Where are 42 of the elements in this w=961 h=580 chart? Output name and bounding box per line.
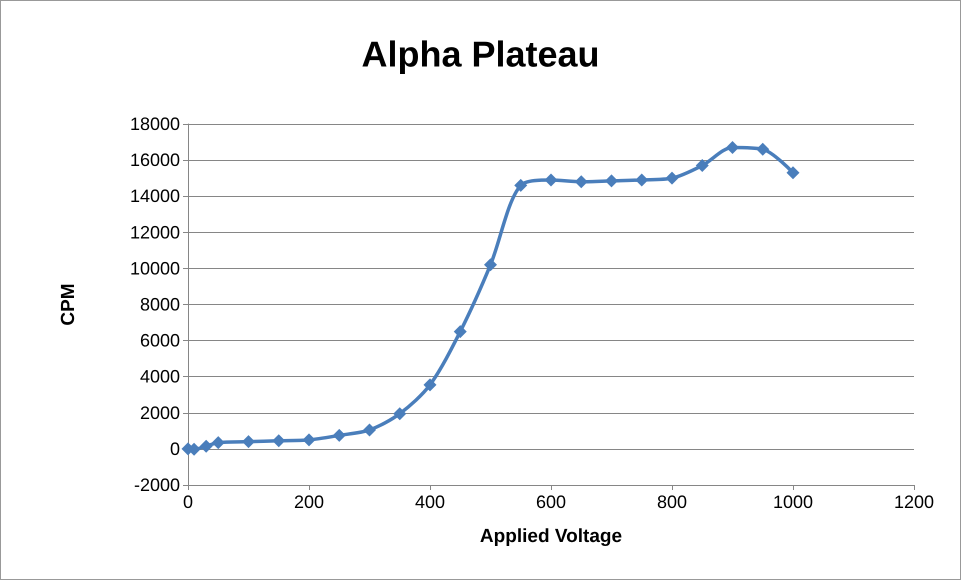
point — [605, 174, 618, 188]
y-tick-label: 6000 — [140, 330, 180, 351]
point — [726, 140, 739, 154]
x-tick-label: 200 — [294, 492, 324, 512]
point — [302, 433, 316, 446]
x-tick-label: 1200 — [894, 492, 934, 512]
point — [696, 159, 709, 172]
point — [332, 428, 346, 442]
point — [272, 434, 286, 448]
y-tick-label: 0 — [170, 438, 180, 459]
chart-title: Alpha Plateau — [361, 34, 600, 74]
point — [363, 423, 376, 436]
y-axis-title: CPM — [58, 283, 79, 326]
point — [454, 325, 467, 338]
point — [635, 173, 648, 186]
point — [544, 173, 558, 186]
x-axis-title: Applied Voltage — [480, 526, 622, 547]
point — [393, 407, 406, 420]
x-tick-label: 600 — [536, 492, 566, 512]
y-tick-label: 10000 — [130, 258, 180, 278]
x-tick-label: 400 — [414, 492, 446, 512]
x-tick-label: 0 — [182, 492, 194, 512]
point — [212, 436, 225, 450]
point — [786, 166, 800, 180]
y-tick-label: 4000 — [140, 366, 180, 387]
y-tick-label: 12000 — [130, 222, 180, 242]
point — [514, 178, 528, 192]
y-tick-label: 2000 — [140, 402, 180, 423]
point — [756, 142, 770, 156]
point — [574, 175, 588, 188]
point — [424, 378, 436, 392]
point — [200, 440, 213, 453]
y-tick-label: 8000 — [140, 294, 180, 314]
point — [666, 172, 678, 185]
y-tick-label: 14000 — [130, 186, 180, 206]
y-tick-label: -2000 — [134, 475, 180, 495]
x-tick-label: 1000 — [772, 492, 814, 512]
y-tick-label: 16000 — [130, 150, 180, 170]
point — [242, 435, 255, 448]
point — [484, 258, 497, 272]
x-tick-label: 800 — [656, 492, 688, 512]
y-tick-label: 18000 — [130, 114, 180, 134]
